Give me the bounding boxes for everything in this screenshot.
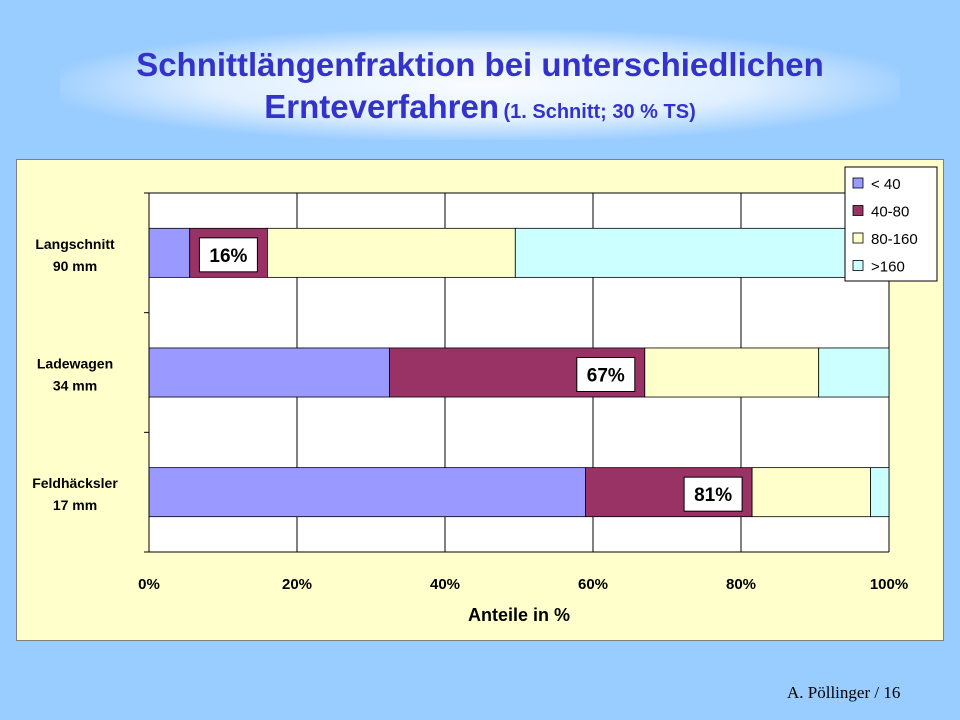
chart-panel: 0% 20% 40% 60% 80% 100% Langschnitt 90 mm 16% Lad…: [16, 159, 944, 641]
legend-swatch: [852, 232, 864, 244]
bar-segment: [514, 227, 890, 278]
bar-segment: [148, 467, 587, 518]
bar-segment: [148, 347, 390, 398]
bar-segment: [818, 347, 890, 398]
legend-swatch: [852, 177, 864, 189]
y-tick-label: 90 mm: [53, 258, 97, 274]
x-axis-title: Anteile in %: [468, 605, 570, 625]
annotation-box: [198, 237, 258, 273]
legend-label: 80-160: [871, 231, 918, 248]
y-tick-label: Ladewagen: [37, 356, 113, 372]
legend-swatch: [852, 260, 864, 271]
data-label: 16%: [209, 246, 247, 267]
bar-segment: [148, 227, 191, 278]
title-line-1: Schnittlängenfraktion bei unterschiedlic…: [136, 46, 824, 83]
x-tick-label: 40%: [430, 576, 460, 593]
slide-footer: A. Pöllinger / 16: [787, 683, 901, 702]
y-tick-label: Langschnitt: [35, 236, 115, 252]
x-tick-label: 20%: [282, 576, 312, 593]
x-tick-label: 0%: [138, 576, 160, 593]
bar-segment: [870, 467, 890, 518]
bar-segment: [644, 347, 820, 398]
legend-label: 40-80: [871, 204, 909, 221]
bar-chart: 0% 20% 40% 60% 80% 100% Langschnitt 90 mm 16% Lad…: [32, 166, 938, 625]
y-tick-label: 17 mm: [53, 497, 97, 513]
legend-label: < 40: [871, 176, 901, 193]
bar-segment: [751, 467, 871, 518]
data-label: 67%: [587, 366, 625, 387]
y-tick-label: Feldhäcksler: [32, 475, 118, 491]
title-glow: [60, 30, 900, 140]
annotation-box: [683, 476, 743, 512]
data-label: 81%: [694, 485, 732, 506]
bar-segment: [266, 227, 516, 278]
legend-swatch: [852, 205, 864, 216]
legend-label: >160: [871, 259, 905, 276]
annotation-box: [576, 357, 636, 392]
x-tick-label: 80%: [726, 576, 756, 593]
x-tick-label: 100%: [870, 576, 908, 593]
slide-title: Schnittlängenfraktion bei unterschiedlic…: [0, 44, 960, 135]
title-subtitle: (1. Schnitt; 30 % TS): [503, 101, 696, 123]
title-line-2: Ernteverfahren: [264, 88, 500, 125]
x-tick-label: 60%: [578, 576, 608, 593]
y-tick-label: 34 mm: [53, 378, 97, 394]
